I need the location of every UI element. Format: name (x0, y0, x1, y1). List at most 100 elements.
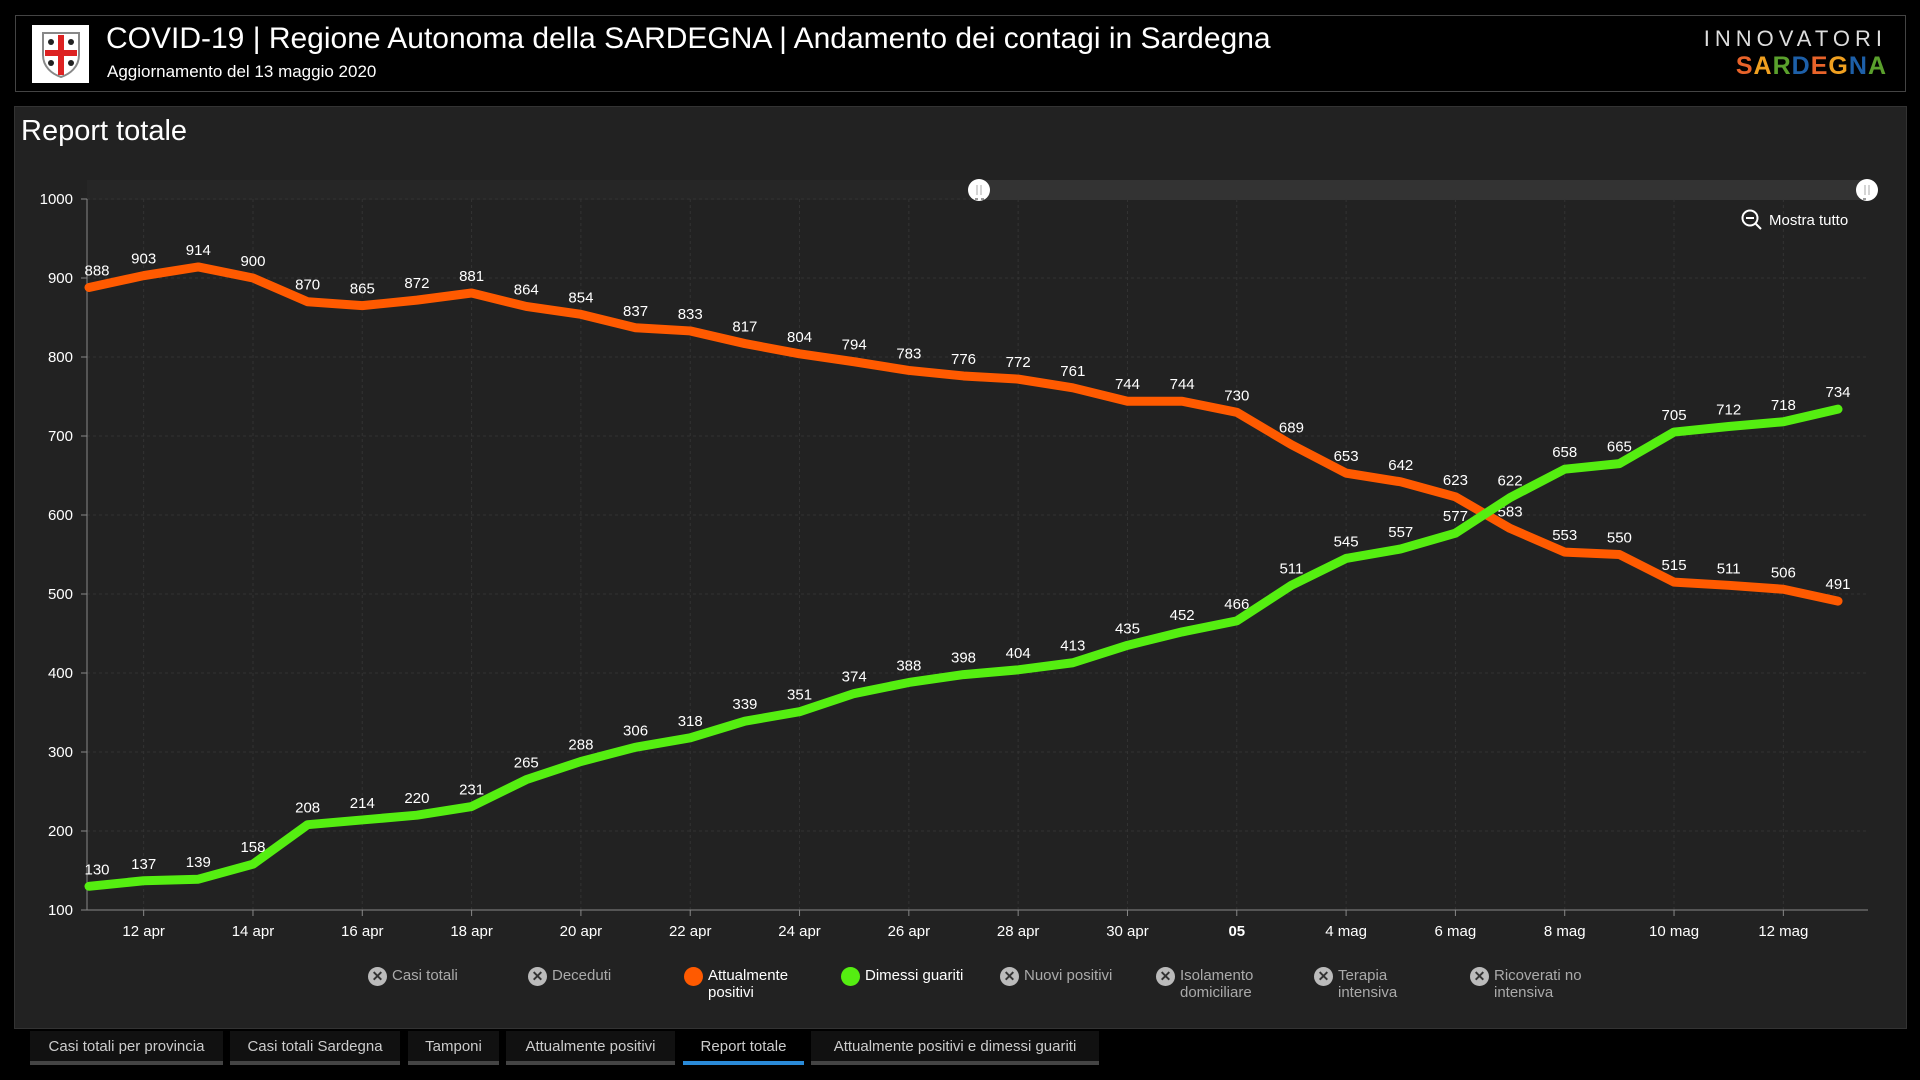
data-point[interactable] (797, 709, 802, 714)
data-point[interactable] (797, 351, 802, 356)
data-label: 804 (787, 329, 812, 346)
legend-item-casi-totali[interactable]: ✕ Casi totali (368, 967, 458, 986)
data-point[interactable] (688, 328, 693, 333)
data-point[interactable] (87, 884, 91, 889)
data-point[interactable] (1562, 467, 1567, 472)
data-point[interactable] (196, 877, 201, 882)
data-point[interactable] (1289, 583, 1294, 588)
data-point[interactable] (469, 291, 474, 296)
data-point[interactable] (524, 304, 529, 309)
tab-attualmente-positivi-e-dimessi-guariti[interactable]: Attualmente positivi e dimessi guariti (811, 1031, 1099, 1065)
data-point[interactable] (305, 822, 310, 827)
legend-label: Ricoverati no intensiva (1494, 967, 1582, 1001)
data-label: 231 (459, 782, 484, 799)
data-point[interactable] (906, 680, 911, 685)
x-tick-label: 22 apr (669, 923, 712, 940)
tab-casi-totali-per-provincia[interactable]: Casi totali per provincia (30, 1031, 223, 1065)
legend-label: Nuovi positivi (1024, 967, 1113, 984)
legend-item-dimessi-guariti[interactable]: Dimessi guariti (841, 967, 963, 986)
data-label: 214 (350, 795, 375, 812)
data-point[interactable] (742, 341, 747, 346)
data-point[interactable] (1125, 643, 1130, 648)
data-point[interactable] (1180, 399, 1185, 404)
data-point[interactable] (1672, 430, 1677, 435)
x-tick-label: 12 apr (122, 923, 165, 940)
data-point[interactable] (1016, 667, 1021, 672)
data-point[interactable] (852, 691, 857, 696)
range-handle-left[interactable] (968, 179, 990, 201)
data-point[interactable] (1070, 660, 1075, 665)
data-point[interactable] (196, 264, 201, 269)
data-label: 734 (1825, 384, 1850, 401)
data-point[interactable] (1453, 494, 1458, 499)
series-line-dimessi-guariti[interactable] (84, 404, 1843, 891)
data-point[interactable] (1617, 552, 1622, 557)
data-point[interactable] (688, 735, 693, 740)
data-point[interactable] (633, 325, 638, 330)
data-point[interactable] (1508, 526, 1513, 531)
data-point[interactable] (414, 813, 419, 818)
data-point[interactable] (1125, 399, 1130, 404)
tab-casi-totali-sardegna[interactable]: Casi totali Sardegna (230, 1031, 400, 1065)
range-handle-right[interactable] (1856, 179, 1878, 201)
tab-attualmente-positivi[interactable]: Attualmente positivi (506, 1031, 675, 1065)
x-tick-label: 14 apr (232, 923, 275, 940)
legend-item-ricoverati-no-intensiva[interactable]: ✕ Ricoverati no intensiva (1470, 967, 1594, 1001)
legend-item-isolamento-domiciliare[interactable]: ✕ Isolamento domiciliare (1156, 967, 1280, 1001)
data-point[interactable] (578, 759, 583, 764)
data-point[interactable] (1234, 618, 1239, 623)
data-point[interactable] (1836, 407, 1840, 412)
legend-item-deceduti[interactable]: ✕ Deceduti (528, 967, 611, 986)
data-point[interactable] (1398, 479, 1403, 484)
legend-item-terapia-intensiva[interactable]: ✕ Terapia intensiva (1314, 967, 1438, 1001)
data-point[interactable] (961, 672, 966, 677)
data-point[interactable] (1070, 385, 1075, 390)
data-point[interactable] (1617, 461, 1622, 466)
tab-report-totale[interactable]: Report totale (683, 1031, 804, 1065)
data-point[interactable] (742, 719, 747, 724)
data-point[interactable] (578, 312, 583, 317)
range-slider-selection[interactable] (979, 180, 1868, 200)
data-point[interactable] (1781, 587, 1786, 592)
data-point[interactable] (906, 368, 911, 373)
data-point[interactable] (1398, 546, 1403, 551)
data-point[interactable] (1672, 580, 1677, 585)
data-point[interactable] (250, 862, 255, 867)
data-point[interactable] (1836, 599, 1840, 604)
data-point[interactable] (305, 299, 310, 304)
data-point[interactable] (1781, 419, 1786, 424)
show-all-button[interactable]: Mostra tutto (1741, 209, 1848, 231)
data-point[interactable] (1726, 583, 1731, 588)
hidden-series-x-icon: ✕ (1156, 967, 1175, 986)
data-point[interactable] (1344, 556, 1349, 561)
tab-tamponi[interactable]: Tamponi (408, 1031, 499, 1065)
data-point[interactable] (360, 817, 365, 822)
legend-item-attualmente-positivi[interactable]: Attualmente positivi (684, 967, 808, 1001)
legend-item-nuovi-positivi[interactable]: ✕ Nuovi positivi (1000, 967, 1112, 986)
series-line-attualmente-positivi[interactable] (84, 262, 1843, 606)
data-point[interactable] (961, 373, 966, 378)
data-point[interactable] (360, 303, 365, 308)
data-label: 854 (568, 289, 593, 306)
data-point[interactable] (87, 285, 91, 290)
data-point[interactable] (1508, 495, 1513, 500)
data-point[interactable] (1453, 531, 1458, 536)
data-point[interactable] (250, 276, 255, 280)
data-point[interactable] (469, 804, 474, 809)
data-point[interactable] (1726, 424, 1731, 429)
data-point[interactable] (633, 745, 638, 750)
data-point[interactable] (1234, 410, 1239, 415)
data-point[interactable] (141, 878, 146, 883)
data-label: 622 (1498, 473, 1523, 490)
data-point[interactable] (1180, 629, 1185, 634)
data-point[interactable] (414, 298, 419, 303)
data-point[interactable] (141, 273, 146, 278)
legend-label: Attualmente positivi (708, 967, 789, 1001)
data-point[interactable] (524, 777, 529, 782)
data-point[interactable] (1562, 550, 1567, 555)
data-point[interactable] (852, 359, 857, 364)
data-point[interactable] (1289, 442, 1294, 447)
data-point[interactable] (1016, 377, 1021, 382)
data-point[interactable] (1344, 471, 1349, 476)
series-marker-icon (841, 967, 860, 986)
